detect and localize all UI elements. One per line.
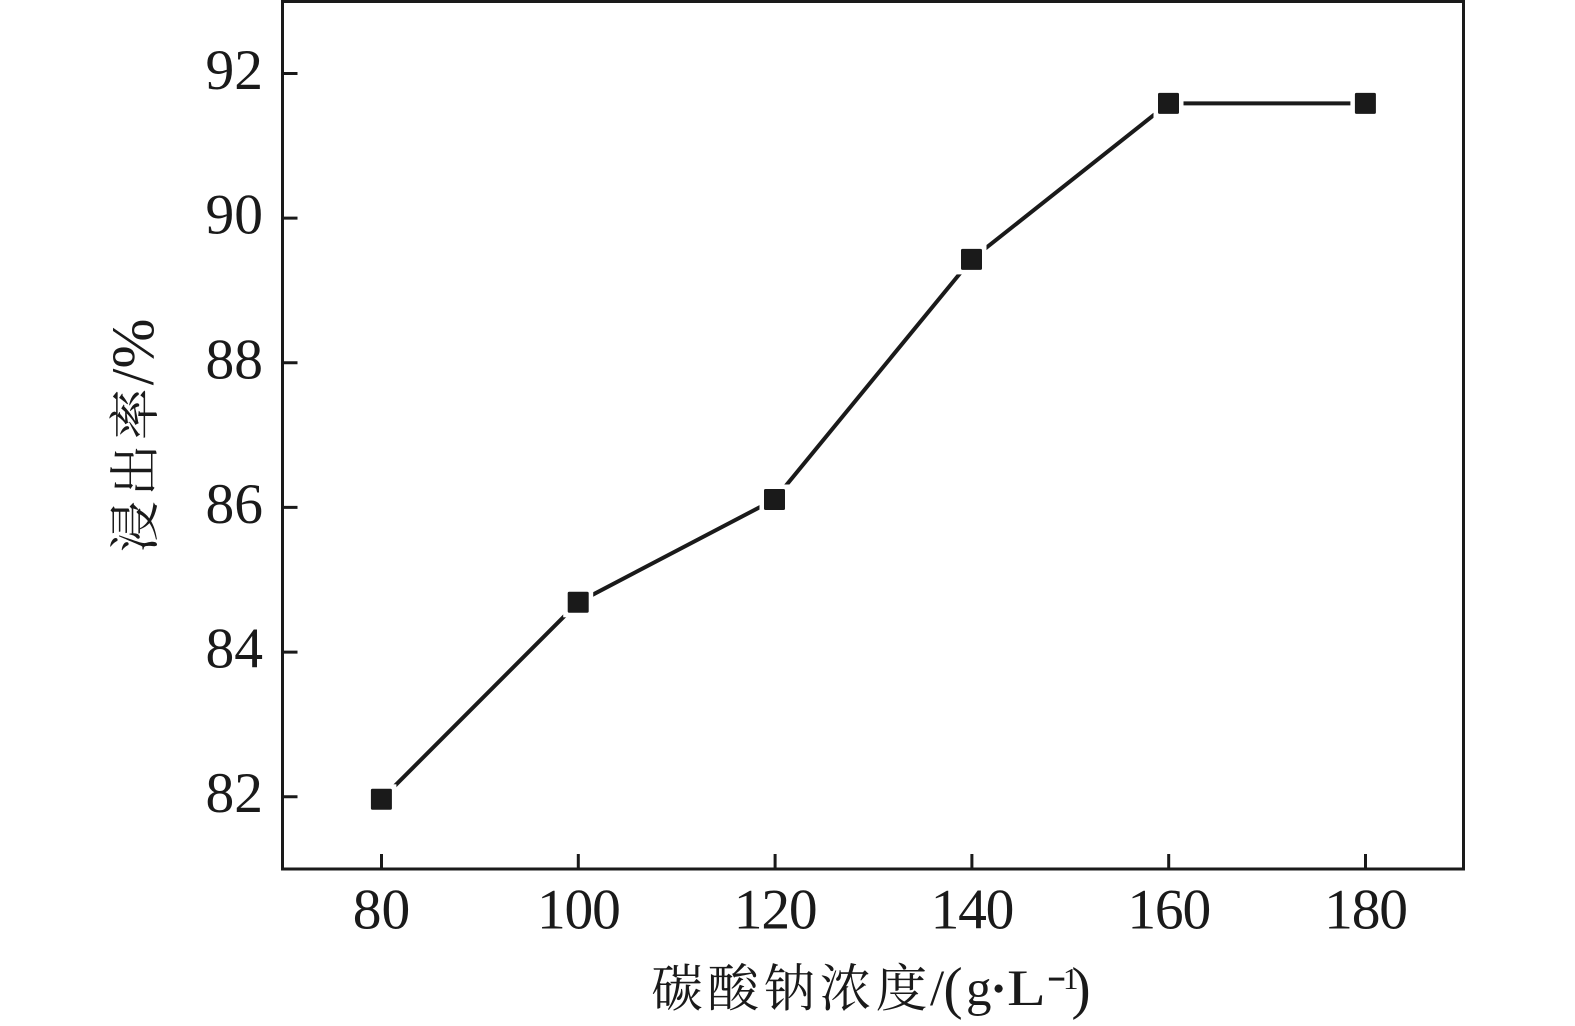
svg-text:g: g: [966, 961, 992, 1017]
svg-text:92: 92: [206, 39, 264, 102]
svg-text:82: 82: [206, 762, 264, 825]
svg-text:100: 100: [537, 879, 620, 942]
svg-text:1: 1: [1063, 961, 1079, 996]
svg-text:180: 180: [1324, 879, 1407, 942]
svg-text:/%: /%: [100, 319, 166, 386]
svg-text:84: 84: [206, 618, 264, 681]
svg-text:90: 90: [206, 184, 264, 247]
svg-text:120: 120: [734, 879, 817, 942]
svg-text:160: 160: [1127, 879, 1210, 942]
svg-text:): ): [1071, 956, 1090, 1021]
svg-text:86: 86: [206, 473, 264, 536]
svg-text:140: 140: [931, 879, 1014, 942]
svg-text:(: (: [943, 956, 962, 1021]
svg-text:88: 88: [206, 328, 264, 391]
svg-text:L: L: [1007, 961, 1046, 1017]
svg-text:/: /: [930, 961, 945, 1017]
svg-text:80: 80: [353, 879, 411, 942]
